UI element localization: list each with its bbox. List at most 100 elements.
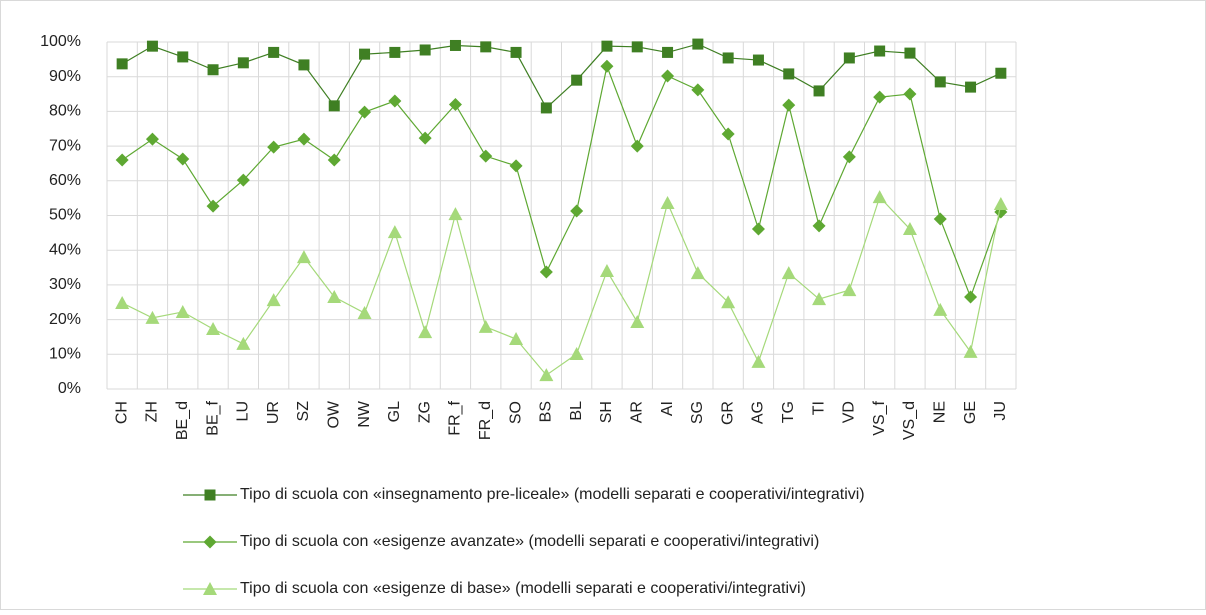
marker [539,368,554,382]
marker [327,290,342,304]
marker [297,132,311,146]
legend-item: Tipo di scuola con «insegnamento pre-lic… [183,486,865,503]
marker [933,302,948,316]
marker [298,59,310,71]
marker [662,46,674,58]
marker [146,40,158,52]
series-line [121,195,1002,376]
marker [387,225,402,239]
x-tick-label: VS_d [901,401,918,440]
x-tick-label: NW [356,400,373,428]
marker [359,48,371,60]
marker [569,346,584,360]
marker [873,90,887,104]
marker [631,41,643,53]
marker [268,46,280,58]
marker [782,98,796,112]
marker [963,344,978,358]
marker [296,250,311,264]
marker [903,87,917,101]
marker [480,41,492,53]
marker [448,207,463,221]
marker [630,315,645,329]
marker [660,196,675,210]
marker [993,197,1008,211]
y-tick-label: 0% [58,380,81,397]
x-tick-label: GL [386,401,403,422]
marker [965,81,977,93]
x-tick-label: ZH [144,401,161,422]
marker [237,57,249,69]
marker [995,67,1007,79]
x-tick-label: SH [598,401,615,423]
marker [419,44,431,56]
y-tick-label: 70% [49,137,81,154]
x-tick-label: UR [265,401,282,424]
marker [115,295,130,309]
series-line [121,64,1002,299]
marker [175,304,190,318]
marker [842,150,856,164]
x-tick-label: BE_d [174,401,191,440]
x-tick-label: BS [538,401,555,422]
marker [751,222,765,236]
x-tick-label: SG [689,401,706,424]
marker [236,173,250,187]
x-tick-label: BE_f [204,400,221,435]
x-tick-label: LU [235,401,252,421]
marker [783,68,795,80]
marker [478,319,493,333]
x-tick-label: VS_f [871,400,888,435]
marker [872,190,887,204]
marker [600,59,614,73]
marker [418,131,432,145]
x-tick-label: TI [810,401,827,415]
marker [812,219,826,233]
marker [116,58,128,70]
marker [388,94,402,108]
marker [813,85,825,97]
marker [448,97,462,111]
marker [842,283,857,297]
marker [964,290,978,304]
marker [722,52,734,64]
marker [630,139,644,153]
marker [843,52,855,64]
x-tick-label: OW [325,400,342,428]
x-tick-label: TG [780,401,797,423]
marker [207,64,219,76]
marker [601,40,613,52]
marker [721,295,736,309]
marker [389,46,401,58]
marker [571,74,583,86]
marker [692,38,704,50]
x-tick-label: SO [507,401,524,424]
y-tick-label: 60% [49,172,81,189]
marker [206,199,220,213]
y-tick-label: 20% [49,311,81,328]
marker [539,265,553,279]
marker [145,310,160,324]
marker [204,489,216,501]
marker [540,102,552,114]
y-tick-label: 90% [49,68,81,85]
x-tick-label: GR [719,401,736,425]
marker [203,535,217,549]
marker [751,354,766,368]
marker [812,292,827,306]
marker [599,264,614,278]
marker [902,222,917,236]
marker [203,582,217,595]
marker [449,39,461,51]
marker [479,149,493,163]
marker [721,127,735,141]
legend-label: Tipo di scuola con «esigenze avanzate» (… [240,533,819,550]
marker [266,293,281,307]
legend-item: Tipo di scuola con «esigenze di base» (m… [183,580,806,597]
y-tick-label: 40% [49,241,81,258]
x-tick-label: VD [841,401,858,423]
marker [358,105,372,119]
x-tick-label: FR_f [447,400,464,435]
